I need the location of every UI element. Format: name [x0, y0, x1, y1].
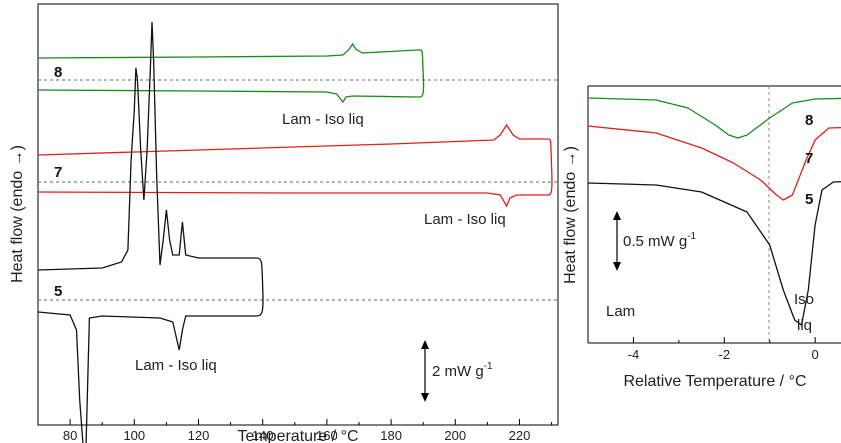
right-x-ticks: -4-202 — [587, 337, 819, 362]
right-x-axis-label: Relative Temperature / °C — [623, 373, 806, 390]
series-label-8: 8 — [54, 64, 62, 81]
right-series-label-5: 5 — [805, 191, 813, 208]
left-scale-bar-label: 2 mW g — [432, 363, 484, 380]
left-chart: 80 100 120 140 160 180 200 220 8 7 5 Lam - Iso … — [9, 3, 559, 443]
right-chart: -4-202 8 7 5 0.5 mW g-1 Lam Iso liq Rela… — [562, 85, 841, 390]
left-x-ticks: 80 100 120 140 160 180 200 220 — [37, 419, 553, 443]
series-5-turnaround — [256, 257, 264, 317]
right-scale-bar: 0.5 mW g-1 — [613, 211, 697, 271]
left-x-tick-label-6: 200 — [444, 428, 466, 443]
left-scale-bar: 2 mW g-1 — [421, 340, 493, 402]
series-7-turnaround — [548, 138, 553, 196]
right-series-label-8: 8 — [805, 112, 813, 129]
series-5-cooling — [37, 311, 84, 443]
series-7-heating — [37, 123, 549, 156]
left-x-tick-label-7: 220 — [509, 428, 531, 443]
right-series — [587, 97, 841, 326]
right-scale-bar-exponent: -1 — [687, 231, 696, 242]
right-x-tick-label-0: -4 — [628, 347, 640, 362]
left-x-tick-label-1: 100 — [123, 428, 145, 443]
transition-label-8: Lam - Iso liq — [282, 111, 364, 128]
right-series-8-line — [587, 97, 841, 139]
series-8-cooling — [37, 89, 420, 104]
left-scale-bar-exponent: -1 — [484, 361, 493, 372]
left-x-axis-label: Temperature / °C — [237, 428, 358, 443]
right-y-axis-label: Heat flow (endo →) — [562, 146, 579, 284]
phase-label-iso: Iso — [794, 291, 814, 308]
transition-label-7: Lam - Iso liq — [424, 211, 506, 228]
series-8-turnaround — [419, 49, 425, 98]
left-series — [37, 21, 553, 443]
left-baselines — [38, 79, 558, 301]
left-plot-frame — [37, 3, 559, 426]
left-x-tick-label-3: 140 — [252, 428, 274, 443]
series-8-heating — [37, 42, 420, 59]
series-7-cooling — [37, 191, 549, 208]
left-y-axis-label: Heat flow (endo →) — [9, 145, 26, 283]
phase-label-liq: liq — [797, 317, 812, 334]
series-label-7: 7 — [54, 164, 62, 181]
right-series-label-7: 7 — [805, 150, 813, 167]
svg-text:2 mW g-1: 2 mW g-1 — [432, 361, 493, 380]
left-x-tick-label-4: 160 — [316, 428, 338, 443]
phase-label-lam: Lam — [606, 303, 635, 320]
right-x-tick-label-1: -2 — [719, 347, 731, 362]
right-x-tick-label-2: 0 — [812, 347, 819, 362]
series-5-heating — [37, 21, 257, 271]
svg-text:0.5 mW g-1: 0.5 mW g-1 — [623, 231, 697, 250]
series-5-cooling-2 — [85, 315, 257, 443]
left-x-tick-label-0: 80 — [63, 428, 77, 443]
left-x-tick-label-5: 180 — [380, 428, 402, 443]
left-x-tick-label-2: 120 — [188, 428, 210, 443]
right-scale-bar-label: 0.5 mW g — [623, 233, 687, 250]
transition-label-5: Lam - Iso liq — [135, 357, 217, 374]
right-series-7-line — [587, 125, 841, 201]
right-series-5-line — [587, 181, 841, 326]
series-label-5: 5 — [54, 283, 62, 300]
